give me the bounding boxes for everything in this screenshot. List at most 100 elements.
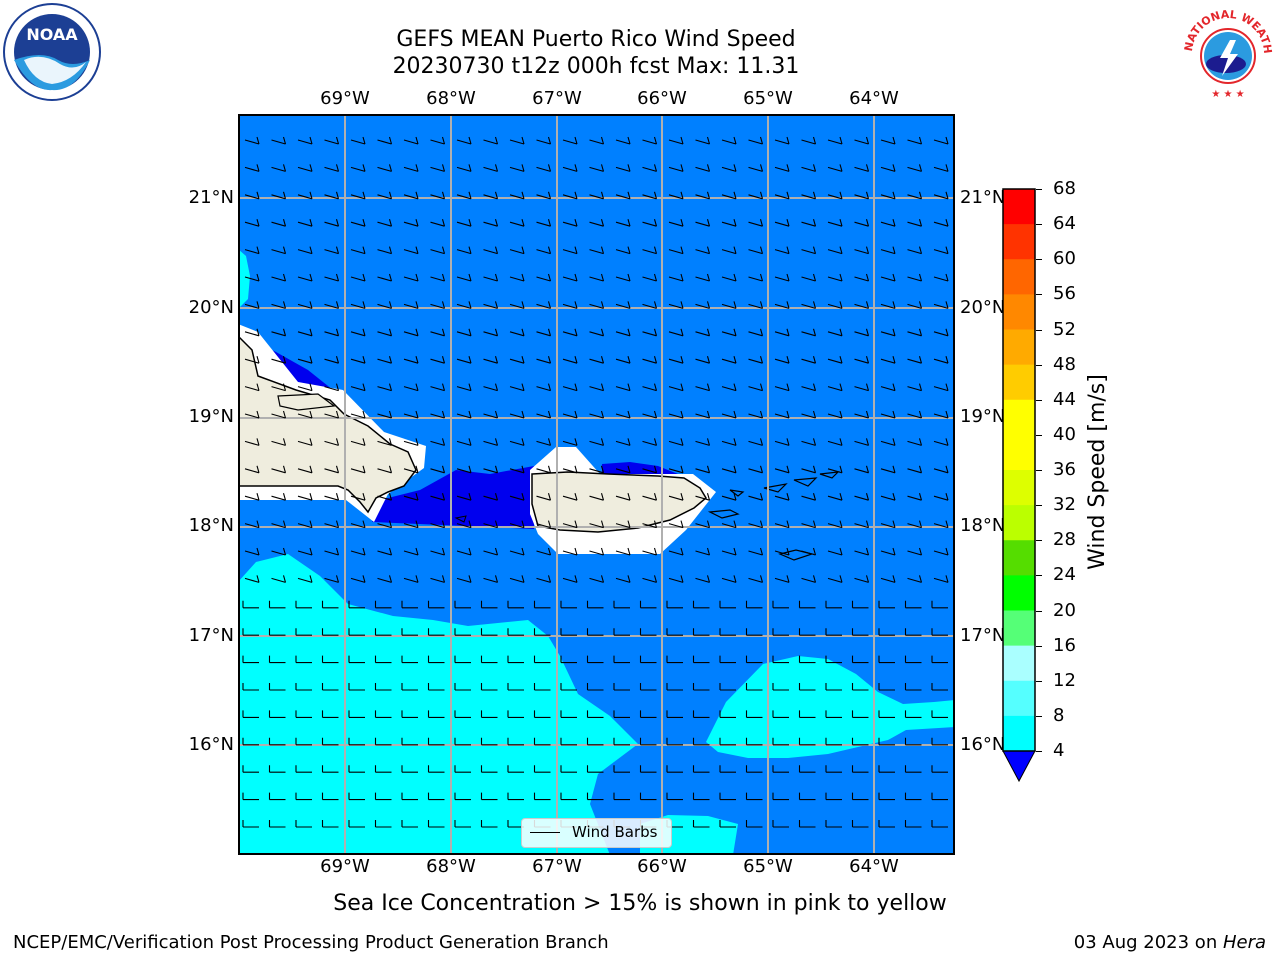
wind-barb [774, 383, 790, 392]
wind-barb [480, 683, 498, 691]
wind-barb [854, 136, 870, 145]
wind-barb [377, 410, 393, 419]
wind-barb [695, 301, 711, 309]
wind-barb [403, 438, 419, 446]
colorbar-tick-label: 52 [1053, 318, 1076, 340]
lat-tick-right: 19°N [960, 406, 1006, 427]
wind-barb [907, 219, 923, 227]
wind-barb [666, 655, 683, 664]
wind-barb [827, 547, 843, 556]
colorbar-band [1003, 610, 1035, 647]
wind-barb [483, 273, 499, 282]
wind-barb [377, 465, 393, 474]
wind-barb [613, 683, 630, 691]
wind-barb [456, 191, 472, 200]
wind-barb [430, 356, 446, 364]
wind-barb [668, 301, 684, 309]
wind-barb [719, 628, 736, 636]
wind-barb [560, 737, 577, 746]
wind-barb [403, 410, 419, 419]
wind-barb [454, 792, 471, 801]
colorbar-tick-label: 24 [1053, 564, 1076, 586]
wind-barb [798, 683, 816, 691]
wind-barb [721, 164, 737, 172]
wind-barb [772, 655, 789, 664]
wind-barb [509, 520, 525, 529]
wind-barb [615, 575, 631, 583]
wind-barb [507, 600, 524, 609]
wind-barb [562, 356, 578, 364]
wind-barb [880, 328, 896, 337]
colorbar-tick-label: 36 [1053, 459, 1076, 480]
wind-barb [774, 547, 790, 556]
wind-barb [456, 164, 472, 172]
wind-barb [350, 465, 366, 474]
wind-barb [403, 547, 419, 556]
wind-barb [244, 383, 260, 392]
wind-barb [509, 410, 525, 419]
wind-band-below-4-mona [372, 466, 534, 529]
wind-barb [271, 410, 287, 419]
wind-barb [798, 737, 816, 746]
wind-barbs [242, 136, 949, 828]
wind-barb [719, 820, 736, 828]
wind-barb [774, 575, 790, 583]
wind-barb [827, 164, 843, 172]
colorbar-tick-mark [1036, 399, 1042, 401]
wind-barb [377, 383, 393, 392]
wind-barb [454, 765, 471, 773]
lat-tick-right: 16°N [960, 734, 1006, 755]
svg-text:★ ★ ★: ★ ★ ★ [1211, 89, 1244, 100]
wind-barb [509, 547, 525, 556]
wind-barb [748, 493, 764, 501]
wind-barb [878, 792, 895, 801]
wind-barb [907, 191, 923, 200]
lat-tick-left: 20°N [188, 297, 234, 318]
wind-barb [933, 191, 949, 200]
wind-barb [401, 792, 418, 801]
wind-barb [933, 493, 949, 501]
wind-barb [509, 164, 525, 172]
wind-barb [695, 410, 711, 419]
wind-barb [324, 438, 340, 446]
svg-text:NOAA: NOAA [26, 25, 78, 44]
wind-barb [668, 164, 684, 172]
wind-barb [295, 792, 312, 801]
wind-barb [509, 219, 525, 227]
wind-barb [242, 710, 259, 718]
wind-barb [904, 600, 922, 609]
wind-barb [827, 465, 843, 474]
wind-barb [639, 765, 657, 773]
wind-barb [242, 683, 259, 691]
wind-barb [427, 820, 445, 828]
wind-barb [403, 328, 419, 337]
wind-barb [907, 246, 923, 255]
wind-barb [719, 600, 736, 609]
wind-barb [562, 301, 578, 309]
colorbar-tick-label: 60 [1053, 248, 1076, 270]
wind-barb [642, 246, 658, 255]
wind-barb [483, 520, 499, 529]
colorbar-tick-mark [1036, 610, 1042, 612]
wind-barb [244, 301, 260, 309]
wind-barb [509, 493, 525, 501]
wind-barb [695, 520, 711, 529]
wind-barb [748, 438, 764, 446]
wind-barb [933, 465, 949, 474]
wind-barb [403, 520, 419, 529]
lat-tick-right: 18°N [960, 515, 1006, 536]
wind-barb [801, 246, 817, 255]
wind-barb [851, 820, 869, 828]
colorbar-tick-label: 48 [1053, 353, 1076, 375]
wind-barb [721, 410, 737, 419]
wind-barb [430, 164, 446, 172]
wind-barb [242, 628, 259, 636]
wind-barb [403, 219, 419, 227]
wind-barb [562, 520, 578, 529]
wind-barb [350, 328, 366, 337]
wind-barb [721, 246, 737, 255]
wind-barb [695, 547, 711, 556]
wind-barb [324, 219, 340, 227]
wind-barb [748, 301, 764, 309]
colorbar-tick-mark [1036, 645, 1042, 647]
